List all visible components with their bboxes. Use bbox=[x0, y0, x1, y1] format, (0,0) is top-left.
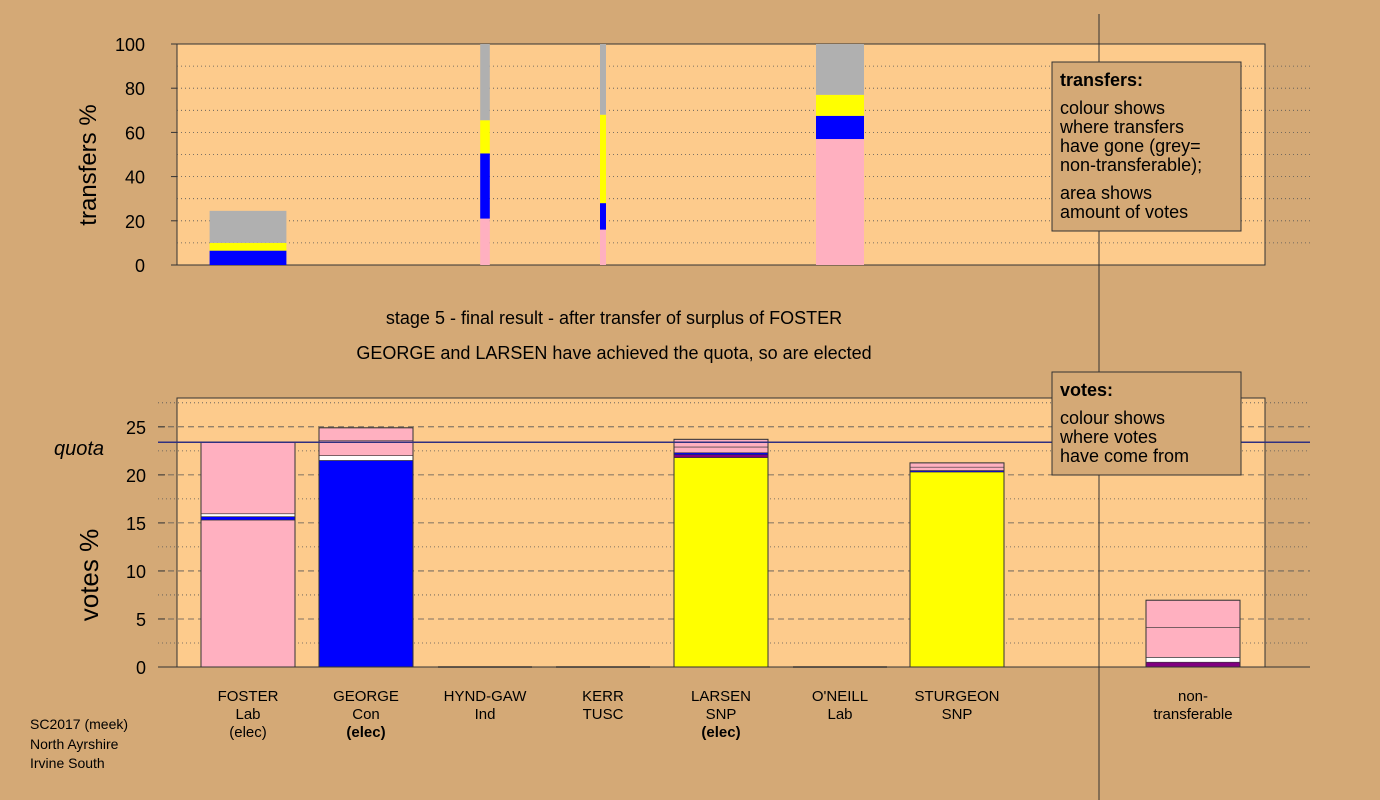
transfer-bar-segment bbox=[209, 242, 287, 251]
elected-label: (elec) bbox=[346, 724, 385, 741]
transfers-tick-label: 80 bbox=[125, 79, 145, 99]
candidate-label: TUSC bbox=[583, 706, 624, 723]
vote-bar-segment bbox=[318, 440, 414, 456]
transfer-bar-segment bbox=[816, 115, 864, 140]
votes-tick-label: 25 bbox=[126, 418, 146, 438]
vote-bar-outline bbox=[1145, 599, 1241, 668]
vote-bar-segment bbox=[200, 441, 296, 515]
transfer-bar-segment bbox=[480, 120, 490, 154]
stage-heading: stage 5 - final result - after transfer … bbox=[386, 308, 842, 328]
votes-legend-line: have come from bbox=[1060, 446, 1189, 466]
votes-legend-box bbox=[1051, 371, 1242, 476]
vote-bar-segment bbox=[1145, 599, 1241, 628]
footer-council: North Ayrshire bbox=[30, 736, 119, 752]
transfer-bar-segment bbox=[480, 218, 490, 265]
vote-bar-segment bbox=[1145, 661, 1241, 668]
votes-tick-label: 20 bbox=[126, 466, 146, 486]
votes-legend-line: colour shows bbox=[1060, 408, 1165, 428]
transfer-bar-segment bbox=[816, 44, 864, 95]
vote-bars bbox=[158, 427, 1310, 668]
candidate-label: KERR bbox=[582, 688, 624, 705]
votes-legend-line: where votes bbox=[1059, 427, 1157, 447]
transfers-y-axis-label: transfers % bbox=[75, 104, 102, 225]
votes-y-axis-label: votes % bbox=[74, 529, 104, 622]
candidate-label: HYND-GAW bbox=[444, 688, 528, 705]
candidate-label: O'NEILL bbox=[812, 688, 868, 705]
votes-legend: votes: colour shows where votes have com… bbox=[1051, 371, 1242, 476]
transfers-legend-line: colour shows bbox=[1060, 98, 1165, 118]
quota-label: quota bbox=[54, 438, 104, 460]
vote-bar-outline bbox=[673, 438, 769, 668]
vote-bar-outline bbox=[909, 462, 1005, 668]
vote-bar-segment bbox=[200, 519, 296, 668]
transfers-legend-line: area shows bbox=[1060, 183, 1152, 203]
candidate-label: Ind bbox=[475, 706, 496, 723]
vote-bar-segment bbox=[909, 462, 1005, 468]
vote-bar-segment bbox=[909, 471, 1005, 668]
vote-bar-outline bbox=[318, 427, 414, 668]
transfers-legend: transfers: colour shows where transfers … bbox=[1051, 61, 1242, 232]
vote-bar-segment bbox=[318, 427, 414, 442]
vote-bar-segment bbox=[200, 516, 296, 521]
transfers-legend-line: non-transferable); bbox=[1060, 155, 1202, 175]
vote-bar-segment bbox=[200, 513, 296, 517]
vote-bar-segment bbox=[673, 446, 769, 454]
vote-bar-segment bbox=[673, 439, 769, 448]
candidate-label: non- bbox=[1178, 688, 1208, 705]
votes-legend-title: votes: bbox=[1060, 380, 1113, 400]
transfers-tick-label: 20 bbox=[125, 212, 145, 232]
transfer-bar-segment bbox=[600, 114, 606, 204]
transfers-legend-line: amount of votes bbox=[1060, 202, 1188, 222]
transfers-y-ticks: 0 20 40 60 80 100 bbox=[115, 35, 177, 276]
candidate-label: GEORGE bbox=[333, 688, 399, 705]
transfers-legend-box bbox=[1051, 61, 1242, 232]
candidate-label: STURGEON bbox=[914, 688, 999, 705]
votes-tick-label: 10 bbox=[126, 562, 146, 582]
candidate-label: transferable bbox=[1153, 706, 1232, 723]
transfer-bars bbox=[209, 44, 864, 265]
result-heading: GEORGE and LARSEN have achieved the quot… bbox=[356, 343, 871, 363]
transfers-tick-label: 100 bbox=[115, 35, 145, 55]
vote-bar-segment bbox=[1145, 657, 1241, 663]
footer-source: SC2017 (meek) bbox=[30, 716, 128, 732]
transfers-legend-title: transfers: bbox=[1060, 70, 1143, 90]
elected-label: (elec) bbox=[229, 724, 267, 741]
footer-ward: Irvine South bbox=[30, 755, 105, 771]
candidate-label: SNP bbox=[942, 706, 973, 723]
transfer-bar-segment bbox=[816, 94, 864, 116]
transfer-bar-segment bbox=[480, 44, 490, 121]
votes-tick-label: 0 bbox=[136, 658, 146, 678]
candidate-label: Con bbox=[352, 706, 380, 723]
transfer-bar-segment bbox=[480, 153, 490, 219]
vote-bar-segment bbox=[1145, 627, 1241, 658]
transfer-bar-segment bbox=[600, 229, 606, 265]
transfer-bar-segment bbox=[209, 210, 287, 243]
vote-bar-segment bbox=[673, 457, 769, 668]
transfers-legend-line: where transfers bbox=[1059, 117, 1184, 137]
candidate-label: Lab bbox=[827, 706, 852, 723]
vote-bar-segment bbox=[673, 454, 769, 458]
transfers-tick-label: 0 bbox=[135, 256, 145, 276]
elected-label: (elec) bbox=[701, 724, 740, 741]
candidate-label: FOSTER bbox=[218, 688, 279, 705]
transfer-bar-segment bbox=[600, 203, 606, 230]
transfers-legend-line: have gone (grey= bbox=[1060, 136, 1201, 156]
transfer-bar-segment bbox=[816, 139, 864, 265]
candidate-label: SNP bbox=[706, 706, 737, 723]
votes-y-ticks: 0 5 10 15 20 25 bbox=[126, 418, 165, 678]
votes-tick-label: 15 bbox=[126, 514, 146, 534]
vote-bar-segment bbox=[318, 455, 414, 461]
candidate-label: Lab bbox=[235, 706, 260, 723]
transfer-bar-segment bbox=[600, 44, 606, 115]
candidate-label: LARSEN bbox=[691, 688, 751, 705]
transfer-bar-segment bbox=[209, 250, 287, 265]
votes-tick-label: 5 bbox=[136, 610, 146, 630]
candidate-labels: FOSTERLab(elec)GEORGECon(elec)HYND-GAWIn… bbox=[218, 688, 1233, 741]
vote-bar-segment bbox=[909, 466, 1005, 471]
vote-bar-segment bbox=[318, 460, 414, 668]
transfers-tick-label: 60 bbox=[125, 123, 145, 143]
transfers-tick-label: 40 bbox=[125, 168, 145, 188]
